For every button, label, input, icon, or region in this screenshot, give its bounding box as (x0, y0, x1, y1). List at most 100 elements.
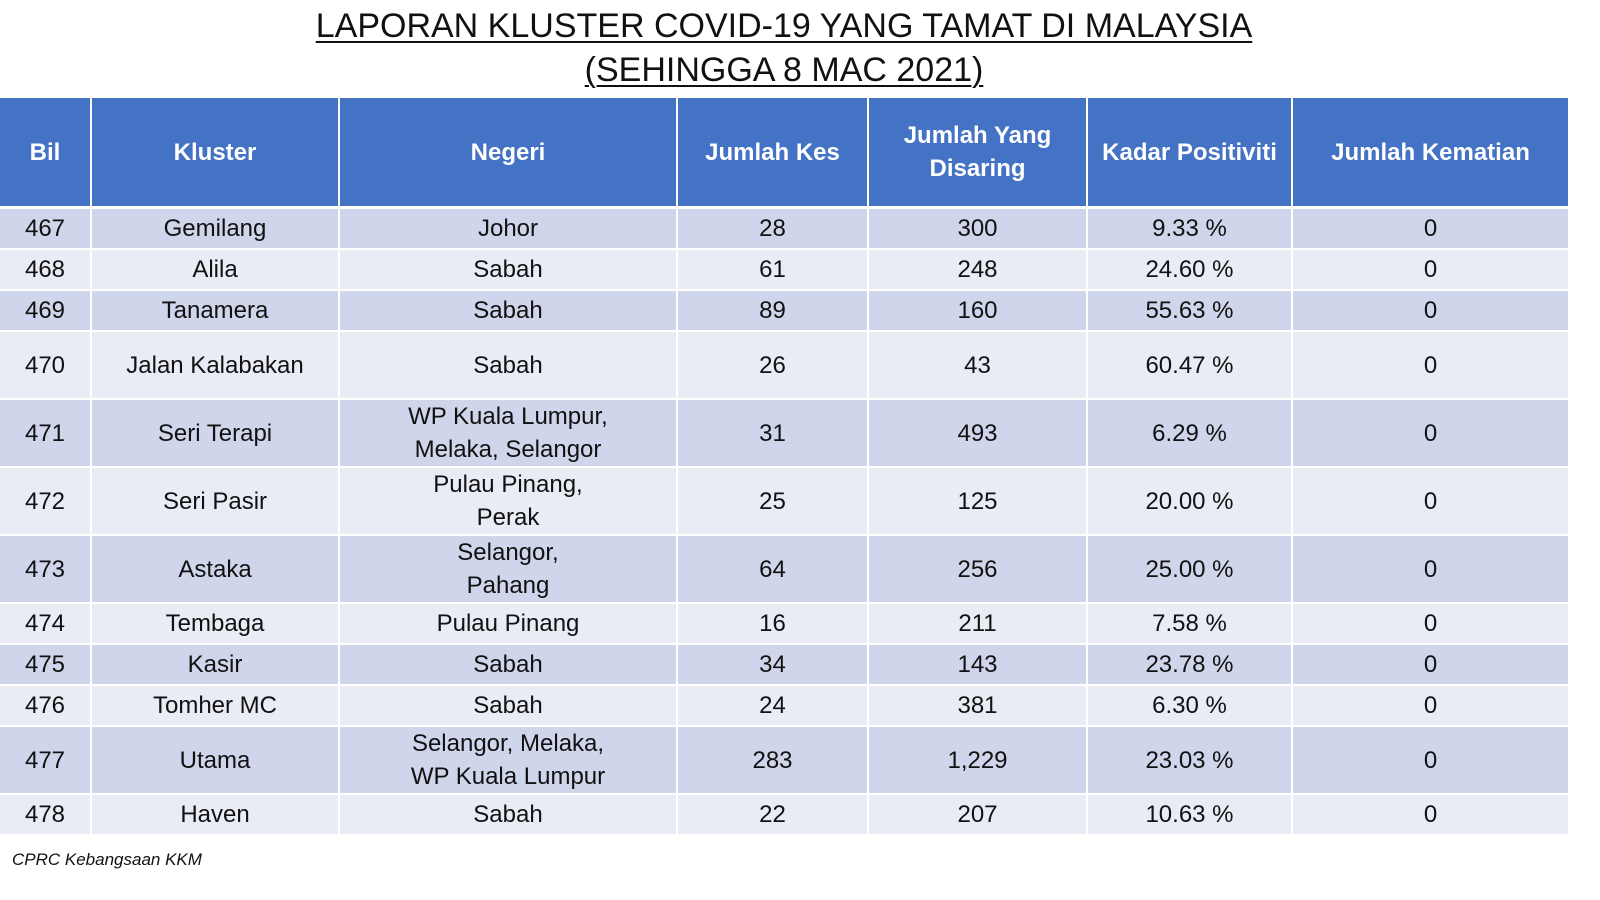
cluster-table: Bil Kluster Negeri Jumlah Kes Jumlah Yan… (0, 98, 1568, 836)
source-note: CPRC Kebangsaan KKM (12, 850, 202, 869)
cell-negeri: Sabah (340, 291, 678, 332)
cell-kadar-positiviti: 60.47 % (1088, 332, 1293, 400)
table-row: 469 Tanamera Sabah 89 160 55.63 % 0 (0, 291, 1568, 332)
table-row: 473 Astaka Selangor, Pahang 64 256 25.00… (0, 536, 1568, 604)
cell-kadar-positiviti: 24.60 % (1088, 250, 1293, 291)
cell-jumlah-kematian: 0 (1293, 645, 1568, 686)
table-row: 470 Jalan Kalabakan Sabah 26 43 60.47 % … (0, 332, 1568, 400)
cell-jumlah-disaring: 211 (869, 604, 1088, 645)
header-kluster: Kluster (92, 98, 340, 209)
cell-bil: 474 (0, 604, 92, 645)
cell-kluster: Kasir (92, 645, 340, 686)
cell-jumlah-kes: 64 (678, 536, 869, 604)
cell-negeri: Pulau Pinang (340, 604, 678, 645)
cell-jumlah-disaring: 207 (869, 795, 1088, 836)
cell-kadar-positiviti: 7.58 % (1088, 604, 1293, 645)
title-line-2: (SEHINGGA 8 MAC 2021) (584, 51, 984, 89)
cell-bil: 470 (0, 332, 92, 400)
cell-jumlah-kes: 26 (678, 332, 869, 400)
cell-jumlah-kematian: 0 (1293, 400, 1568, 468)
cell-negeri: Sabah (340, 795, 678, 836)
cell-negeri: Sabah (340, 250, 678, 291)
cell-bil: 471 (0, 400, 92, 468)
header-negeri: Negeri (340, 98, 678, 209)
cell-jumlah-disaring: 143 (869, 645, 1088, 686)
cell-jumlah-kes: 89 (678, 291, 869, 332)
cell-negeri: Johor (340, 209, 678, 250)
cell-bil: 469 (0, 291, 92, 332)
cell-jumlah-disaring: 256 (869, 536, 1088, 604)
cell-kluster: Tanamera (92, 291, 340, 332)
cell-kadar-positiviti: 9.33 % (1088, 209, 1293, 250)
table-row: 472 Seri Pasir Pulau Pinang, Perak 25 12… (0, 468, 1568, 536)
table-row: 467 Gemilang Johor 28 300 9.33 % 0 (0, 209, 1568, 250)
cell-jumlah-kematian: 0 (1293, 332, 1568, 400)
cell-kluster: Alila (92, 250, 340, 291)
cell-negeri: Sabah (340, 332, 678, 400)
header-kadar-positiviti: Kadar Positiviti (1088, 98, 1293, 209)
cell-kadar-positiviti: 20.00 % (1088, 468, 1293, 536)
cell-jumlah-kes: 16 (678, 604, 869, 645)
header-jumlah-kes: Jumlah Kes (678, 98, 869, 209)
cell-negeri: Sabah (340, 645, 678, 686)
table-row: 468 Alila Sabah 61 248 24.60 % 0 (0, 250, 1568, 291)
table-row: 477 Utama Selangor, Melaka, WP Kuala Lum… (0, 727, 1568, 795)
cell-jumlah-kes: 24 (678, 686, 869, 727)
cell-bil: 467 (0, 209, 92, 250)
cell-jumlah-disaring: 160 (869, 291, 1088, 332)
table-row: 475 Kasir Sabah 34 143 23.78 % 0 (0, 645, 1568, 686)
cell-jumlah-kematian: 0 (1293, 536, 1568, 604)
cell-jumlah-kes: 31 (678, 400, 869, 468)
cell-bil: 478 (0, 795, 92, 836)
cell-jumlah-kes: 28 (678, 209, 869, 250)
table-row: 476 Tomher MC Sabah 24 381 6.30 % 0 (0, 686, 1568, 727)
report-title: LAPORAN KLUSTER COVID-19 YANG TAMAT DI M… (0, 4, 1568, 92)
cell-kadar-positiviti: 23.78 % (1088, 645, 1293, 686)
cell-jumlah-disaring: 493 (869, 400, 1088, 468)
cell-jumlah-kematian: 0 (1293, 291, 1568, 332)
cell-kadar-positiviti: 25.00 % (1088, 536, 1293, 604)
cell-jumlah-kes: 34 (678, 645, 869, 686)
cell-jumlah-kematian: 0 (1293, 209, 1568, 250)
table-row: 471 Seri Terapi WP Kuala Lumpur, Melaka,… (0, 400, 1568, 468)
cell-kadar-positiviti: 23.03 % (1088, 727, 1293, 795)
cell-jumlah-disaring: 248 (869, 250, 1088, 291)
cell-negeri: WP Kuala Lumpur, Melaka, Selangor (340, 400, 678, 468)
cell-kluster: Jalan Kalabakan (92, 332, 340, 400)
cell-kadar-positiviti: 6.30 % (1088, 686, 1293, 727)
cell-jumlah-kes: 25 (678, 468, 869, 536)
cell-negeri: Sabah (340, 686, 678, 727)
cell-jumlah-kematian: 0 (1293, 250, 1568, 291)
cell-jumlah-disaring: 381 (869, 686, 1088, 727)
cell-jumlah-kes: 22 (678, 795, 869, 836)
cell-kadar-positiviti: 6.29 % (1088, 400, 1293, 468)
cell-jumlah-disaring: 300 (869, 209, 1088, 250)
cell-negeri: Selangor, Pahang (340, 536, 678, 604)
cell-kluster: Tembaga (92, 604, 340, 645)
cell-jumlah-kematian: 0 (1293, 468, 1568, 536)
cell-kluster: Tomher MC (92, 686, 340, 727)
cell-kluster: Astaka (92, 536, 340, 604)
cell-jumlah-disaring: 125 (869, 468, 1088, 536)
header-bil: Bil (0, 98, 92, 209)
cell-bil: 473 (0, 536, 92, 604)
cell-jumlah-disaring: 1,229 (869, 727, 1088, 795)
cell-kadar-positiviti: 10.63 % (1088, 795, 1293, 836)
table-row: 474 Tembaga Pulau Pinang 16 211 7.58 % 0 (0, 604, 1568, 645)
cell-jumlah-kes: 283 (678, 727, 869, 795)
cell-jumlah-kematian: 0 (1293, 686, 1568, 727)
cell-kluster: Seri Pasir (92, 468, 340, 536)
cell-negeri: Pulau Pinang, Perak (340, 468, 678, 536)
title-line-1: LAPORAN KLUSTER COVID-19 YANG TAMAT DI M… (315, 7, 1253, 45)
cell-jumlah-kematian: 0 (1293, 795, 1568, 836)
cell-bil: 475 (0, 645, 92, 686)
cell-kluster: Seri Terapi (92, 400, 340, 468)
cell-jumlah-kematian: 0 (1293, 604, 1568, 645)
header-jumlah-kematian: Jumlah Kematian (1293, 98, 1568, 209)
cell-kadar-positiviti: 55.63 % (1088, 291, 1293, 332)
cell-bil: 476 (0, 686, 92, 727)
cell-negeri: Selangor, Melaka, WP Kuala Lumpur (340, 727, 678, 795)
cell-bil: 468 (0, 250, 92, 291)
cell-jumlah-kes: 61 (678, 250, 869, 291)
cell-bil: 472 (0, 468, 92, 536)
